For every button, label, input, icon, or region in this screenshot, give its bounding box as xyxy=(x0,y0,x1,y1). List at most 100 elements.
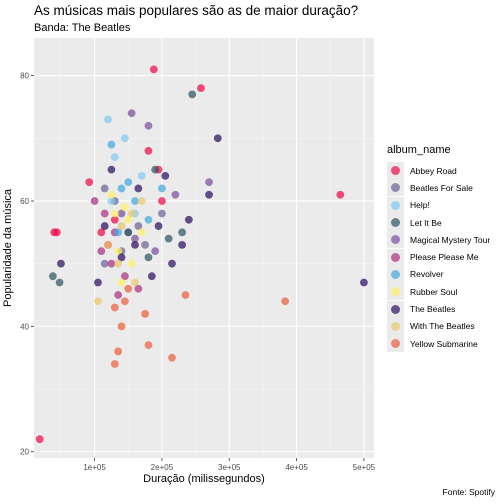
point-the-beatles xyxy=(213,134,222,143)
point-the-beatles xyxy=(57,259,65,268)
legend-label: Rubber Soul xyxy=(410,286,458,297)
legend-dot-icon xyxy=(391,218,400,228)
point-help- xyxy=(104,115,112,124)
point-the-beatles xyxy=(131,240,139,249)
legend-key xyxy=(387,283,404,301)
point-revolver xyxy=(107,140,116,149)
point-yellow-submarine xyxy=(110,360,119,368)
legend-dot-icon xyxy=(391,252,400,262)
legend-key xyxy=(387,317,404,335)
point-help- xyxy=(137,172,146,180)
point-please-please-me xyxy=(97,247,106,256)
legend-key xyxy=(387,214,404,232)
point-please-please-me xyxy=(134,284,143,293)
point-yellow-submarine xyxy=(124,284,133,293)
point-beatles-for-sale xyxy=(100,259,109,268)
point-magical-mystery-tour xyxy=(127,109,136,118)
point-with-the-beatles xyxy=(137,197,146,205)
y-tick-label: 60 xyxy=(20,197,29,206)
point-with-the-beatles xyxy=(94,297,102,306)
point-rubber-soul xyxy=(107,190,116,199)
point-abbey-road xyxy=(85,178,94,187)
point-abbey-road xyxy=(52,228,61,237)
point-rubber-soul xyxy=(117,278,126,287)
point-revolver xyxy=(114,228,123,237)
point-yellow-submarine xyxy=(114,347,123,356)
point-yellow-submarine xyxy=(120,297,129,306)
point-let-it-be xyxy=(48,272,57,281)
point-the-beatles xyxy=(117,253,126,262)
point-yellow-submarine xyxy=(168,353,176,362)
legend-item-help-: Help! xyxy=(387,196,490,214)
y-tick-label: 80 xyxy=(20,72,29,81)
point-magical-mystery-tour xyxy=(144,121,153,130)
point-abbey-road xyxy=(110,215,119,224)
legend-dot-icon xyxy=(391,235,400,245)
point-rubber-soul xyxy=(120,203,129,212)
legend-title: album_name xyxy=(387,144,451,156)
legend-item-please-please-me: Please Please Me xyxy=(387,248,490,266)
legend-label: Yellow Submarine xyxy=(410,338,478,349)
point-rubber-soul xyxy=(114,247,123,256)
point-abbey-road xyxy=(336,190,345,199)
point-the-beatles xyxy=(161,172,170,180)
legend: album_name Abbey Road Beatles For Sale Hel… xyxy=(387,144,491,353)
legend-key xyxy=(387,231,404,249)
point-yellow-submarine xyxy=(141,309,149,318)
point-with-the-beatles xyxy=(127,209,136,218)
legend-key xyxy=(387,162,404,180)
plot-panel xyxy=(34,38,374,458)
legend-item-let-it-be: Let It Be xyxy=(387,214,490,232)
legend-label: The Beatles xyxy=(410,304,456,315)
point-magical-mystery-tour xyxy=(131,234,139,243)
point-the-beatles xyxy=(178,240,187,249)
point-the-beatles xyxy=(100,222,109,230)
legend-item-yellow-submarine: Yellow Submarine xyxy=(387,335,490,353)
point-abbey-road xyxy=(158,197,166,205)
point-yellow-submarine xyxy=(110,303,119,312)
legend-key xyxy=(387,248,404,266)
legend-item-the-beatles: The Beatles xyxy=(387,300,490,318)
point-beatles-for-sale xyxy=(141,240,149,249)
x-tick-label: 2e+05 xyxy=(151,463,174,472)
point-let-it-be xyxy=(55,278,64,287)
legend-label: Help! xyxy=(410,200,430,211)
legend-dot-icon xyxy=(391,269,400,279)
point-rubber-soul xyxy=(110,209,119,218)
point-magical-mystery-tour xyxy=(117,209,126,218)
point-let-it-be xyxy=(178,228,187,237)
point-abbey-road xyxy=(35,435,44,444)
point-the-beatles xyxy=(154,222,163,230)
legend-label: With The Beatles xyxy=(410,321,475,332)
point-revolver xyxy=(117,184,126,193)
legend-label: Beatles For Sale xyxy=(410,182,473,193)
legend-label: Please Please Me xyxy=(410,252,479,263)
point-with-the-beatles xyxy=(104,240,112,249)
chart-caption: Fonte: Spotify xyxy=(442,487,495,497)
point-with-the-beatles xyxy=(117,222,126,230)
legend-dot-icon xyxy=(391,200,400,210)
point-please-please-me xyxy=(107,259,116,268)
legend-dot-icon xyxy=(391,304,400,314)
x-tick-label: 4e+05 xyxy=(285,463,308,472)
x-tick-label: 5e+05 xyxy=(353,463,376,472)
point-the-beatles xyxy=(360,278,368,287)
point-the-beatles xyxy=(94,278,102,287)
point-magical-mystery-tour xyxy=(205,178,213,187)
y-tick-label: 20 xyxy=(20,448,29,457)
legend-item-with-the-beatles: With The Beatles xyxy=(387,317,490,335)
point-help- xyxy=(110,153,119,162)
point-magical-mystery-tour xyxy=(171,190,180,199)
point-the-beatles xyxy=(168,259,176,268)
point-revolver xyxy=(144,215,153,224)
legend-key xyxy=(387,179,404,197)
legend-label: Magical Mystery Tour xyxy=(410,234,491,245)
point-yellow-submarine xyxy=(117,322,126,331)
chart-subtitle: Banda: The Beatles xyxy=(34,22,131,34)
point-the-beatles xyxy=(205,190,213,199)
legend-dot-icon xyxy=(391,321,400,331)
point-rubber-soul xyxy=(127,259,136,268)
point-rubber-soul xyxy=(137,228,146,237)
legend-key xyxy=(387,335,404,353)
